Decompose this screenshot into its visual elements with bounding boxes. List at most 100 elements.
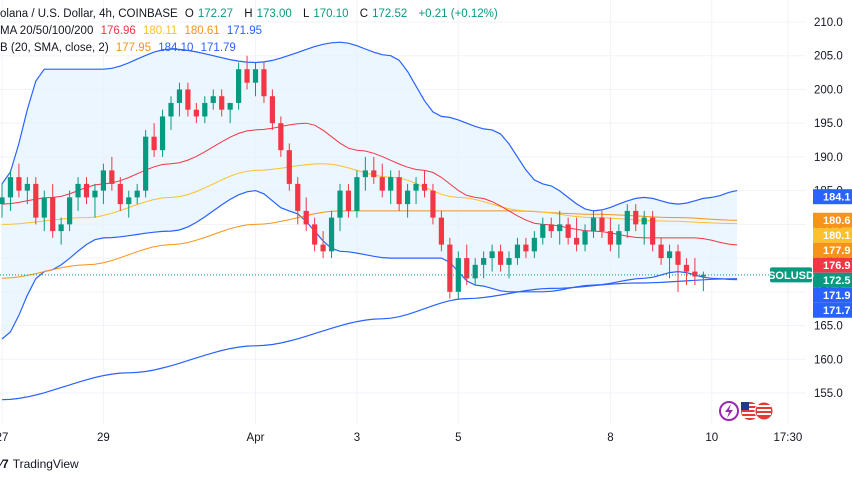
us-flag-icon[interactable]	[754, 401, 774, 421]
candle-body	[405, 190, 411, 205]
candle	[320, 231, 326, 259]
symbol-legend[interactable]: olana / U.S. Dollar, 4h, COINBASE O 172.2…	[0, 6, 502, 22]
low-value: 170.10	[313, 8, 349, 20]
candle-body	[675, 251, 681, 265]
candle-body	[7, 177, 14, 198]
tradingview-brand-text: TradingView	[12, 457, 79, 471]
candle	[438, 210, 444, 252]
candle	[168, 96, 174, 130]
candle-body	[692, 271, 698, 277]
ma200-line	[1, 278, 738, 401]
price-axis-label-bg	[813, 242, 852, 258]
candle	[481, 251, 487, 279]
candle	[683, 258, 690, 286]
price-axis-label: 180.1	[813, 227, 852, 243]
bollinger-band-lower-line	[1, 189, 738, 340]
candle-body	[16, 177, 22, 191]
candle	[590, 210, 597, 238]
lightning-icon[interactable]	[719, 401, 739, 421]
candle-body	[582, 231, 588, 245]
bb-legend-label: B (20, SMA, close, 2)	[0, 42, 109, 54]
candle	[641, 210, 647, 245]
candle	[7, 170, 14, 211]
candle	[565, 217, 571, 245]
candle	[421, 170, 428, 198]
candle	[497, 244, 504, 272]
candle-body	[244, 69, 250, 83]
candle-body	[50, 197, 56, 232]
candle-body	[58, 224, 64, 232]
ma200-value: 171.95	[226, 25, 263, 37]
candle-body	[303, 210, 309, 225]
candle	[100, 163, 106, 205]
candle-body	[379, 177, 385, 191]
price-tick-label: 210.0	[814, 17, 843, 29]
price-axis-label-text: 184.1	[823, 192, 851, 204]
candle	[650, 210, 656, 252]
candle	[0, 183, 5, 218]
price-axis-label: 177.9	[813, 242, 852, 258]
candle	[227, 102, 233, 124]
ma-legend[interactable]: MA 20/50/100/200 176.96 180.11 180.61 17…	[0, 23, 266, 39]
candle	[75, 177, 81, 211]
candle-body	[261, 69, 267, 97]
symbol-price-tag-text: SOLUSD	[768, 270, 814, 282]
time-tick-label: 5	[455, 432, 461, 444]
candle	[16, 163, 22, 198]
time-axis[interactable]: 27 29 Apr 3 5 8 10 17:30	[0, 432, 802, 444]
candle	[24, 177, 30, 205]
candle	[666, 244, 673, 279]
candle-body	[472, 264, 478, 279]
ma20-line	[1, 122, 738, 246]
time-tick-label: Apr	[247, 432, 265, 444]
bb-upper-value: 184.10	[158, 42, 194, 54]
candle-body	[24, 183, 30, 191]
ma50-value: 180.11	[142, 25, 178, 37]
candle	[531, 231, 537, 259]
time-tick-label: 17:30	[773, 432, 802, 444]
candle-body	[481, 258, 487, 265]
candle	[345, 183, 352, 218]
candle	[295, 177, 301, 225]
price-axis-label-bg	[813, 287, 852, 303]
candle	[159, 109, 166, 157]
bb-basis-value: 177.95	[115, 42, 152, 54]
candle	[176, 82, 183, 117]
price-tick-label: 165.0	[814, 321, 843, 333]
candle	[210, 89, 216, 110]
candle	[134, 183, 140, 205]
candle	[312, 217, 318, 252]
candle-body	[590, 217, 597, 232]
candle	[219, 89, 225, 117]
us-flag-icon[interactable]	[741, 402, 759, 420]
time-tick-label: 27	[0, 432, 8, 444]
candle	[692, 258, 698, 286]
tradingview-logo[interactable]: ⁄7 TradingView	[0, 457, 79, 471]
candle-body	[447, 244, 453, 292]
time-tick-label: 29	[97, 432, 110, 444]
bb-legend[interactable]: B (20, SMA, close, 2) 177.95 184.10 171.…	[0, 40, 240, 56]
candle	[700, 271, 706, 292]
candle	[362, 156, 368, 191]
candle-body	[497, 251, 504, 265]
price-axis-label-text: 171.9	[823, 290, 851, 302]
candle	[185, 82, 191, 117]
open-value: 172.27	[197, 8, 234, 20]
ohlc-open: O 172.27	[185, 8, 237, 20]
candle	[405, 183, 411, 218]
candle	[658, 237, 664, 265]
price-tick-label: 155.0	[814, 388, 843, 400]
candle-body	[210, 96, 216, 103]
candle-body	[388, 177, 394, 191]
tradingview-logo-icon: ⁄7	[0, 457, 9, 471]
candle-body	[75, 183, 81, 198]
candle-body	[683, 264, 690, 272]
candle	[236, 62, 242, 110]
price-axis-label-bg	[813, 227, 852, 243]
close-label: C	[359, 8, 369, 20]
price-axis-label: 171.9	[813, 287, 852, 303]
candle	[193, 102, 199, 124]
candle	[33, 177, 39, 225]
price-axis[interactable]: 155.0160.0165.0170.0175.0180.0185.0190.0…	[814, 17, 843, 400]
